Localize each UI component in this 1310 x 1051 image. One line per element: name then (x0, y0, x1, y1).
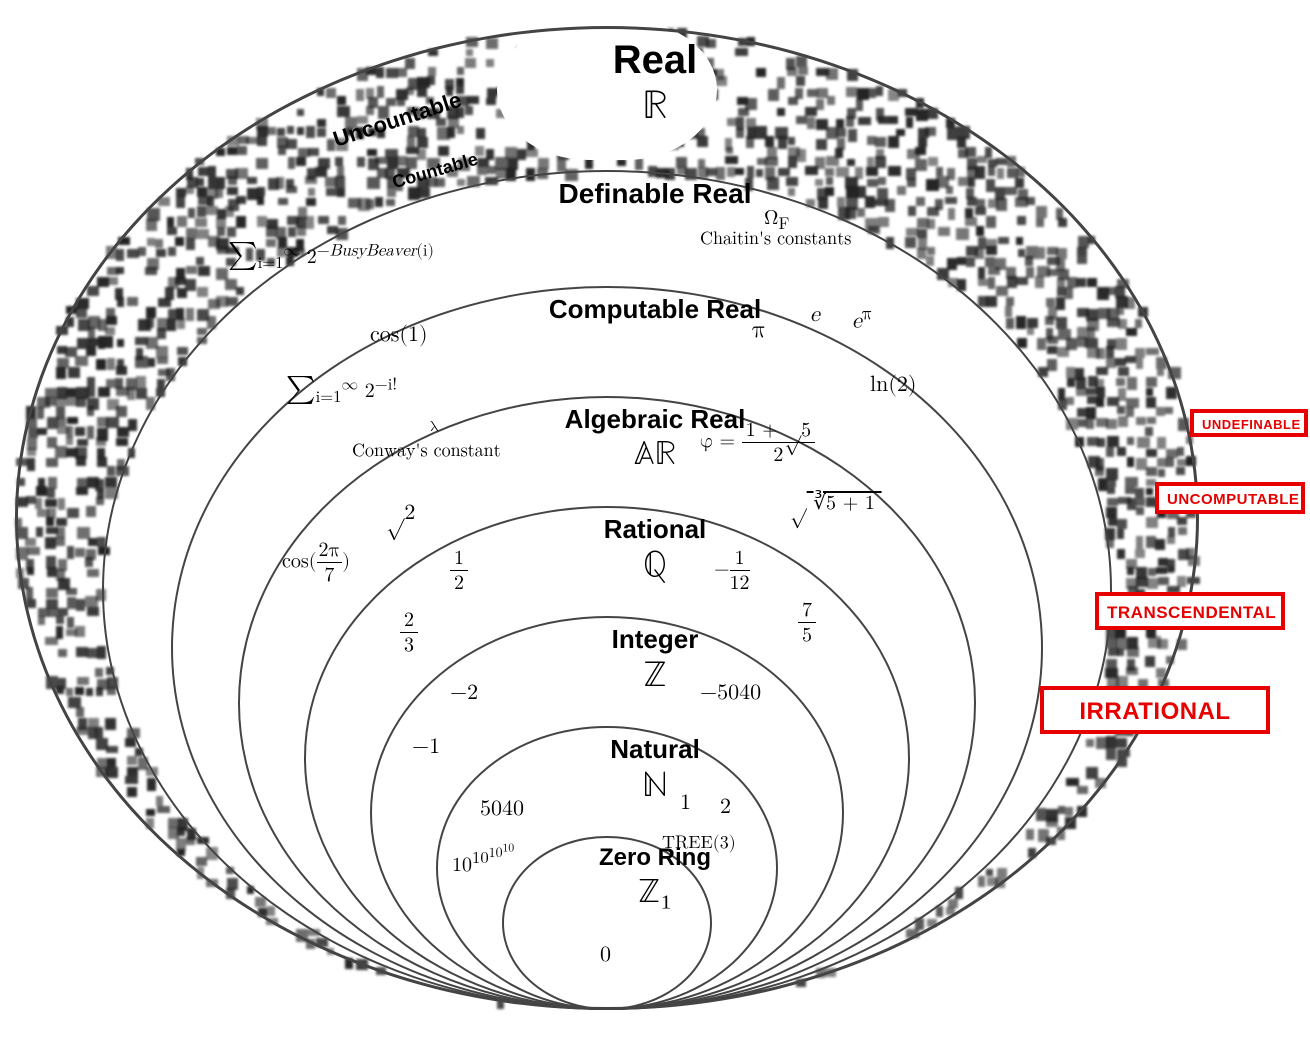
example-algebraic-10: Conway's constant (352, 440, 501, 462)
example-algebraic-13: √2 (386, 500, 415, 526)
example-zero-27: 0 (600, 942, 611, 968)
example-computable-6: eπ (852, 302, 873, 334)
ring-symbol-real: ℝ (642, 82, 668, 130)
side-label-transcendental: TRANSCENDENTAL (1095, 592, 1285, 630)
ring-title-computable: Computable Real (549, 294, 761, 325)
ring-symbol-algebraic: 𝔸ℝ (634, 434, 677, 475)
example-computable-8: ∑i=1∞ 2−i! (286, 372, 397, 408)
example-integer-19: −2 (450, 680, 478, 706)
example-algebraic-11: φ = 1 + √52 (700, 418, 815, 467)
example-algebraic-12: √ ∛5 + 1 (790, 490, 882, 515)
example-algebraic-14: cos(2π7) (282, 538, 350, 587)
ring-title-integer: Integer (612, 624, 699, 655)
example-integer-21: −1 (412, 734, 440, 760)
side-label-irrational: IRRATIONAL (1040, 686, 1270, 734)
side-label-undefinable: UNDEFINABLE (1190, 409, 1308, 437)
example-rational-17: 23 (400, 608, 418, 657)
ring-title-definable: Definable Real (559, 178, 752, 210)
ring-title-real: Real (613, 38, 698, 83)
side-label-uncomputable: UNCOMPUTABLE (1155, 482, 1305, 514)
example-definable-1: Chaitin's constants (700, 228, 851, 250)
example-rational-15: 12 (450, 546, 468, 595)
ring-title-rational: Rational (604, 514, 707, 545)
example-computable-7: ln(2) (870, 372, 916, 398)
example-computable-5: e (810, 302, 820, 328)
example-natural-23: 1 (680, 790, 691, 816)
example-rational-18: 75 (798, 598, 816, 647)
example-natural-24: 2 (720, 794, 731, 820)
example-computable-3: cos(1) (370, 322, 428, 348)
ring-title-natural: Natural (610, 734, 700, 765)
number-sets-diagram: RealℝDefinable RealComputable RealAlgebr… (0, 0, 1310, 1051)
example-definable-2: ∑i=1∞ 2−BusyBeaver(i) (228, 238, 434, 274)
ring-symbol-integer: ℤ (643, 654, 667, 697)
example-natural-25: TREE(3) (662, 832, 736, 854)
ring-symbol-natural: ℕ (642, 764, 668, 807)
example-rational-16: −112 (714, 546, 750, 595)
example-integer-20: −5040 (700, 680, 761, 706)
example-computable-4: π (752, 316, 766, 345)
ring-symbol-zero: ℤ₁ (638, 872, 673, 913)
example-natural-22: 5040 (480, 796, 524, 822)
ring-symbol-rational: ℚ (643, 544, 667, 587)
example-natural-26: 10101010 (452, 842, 514, 877)
